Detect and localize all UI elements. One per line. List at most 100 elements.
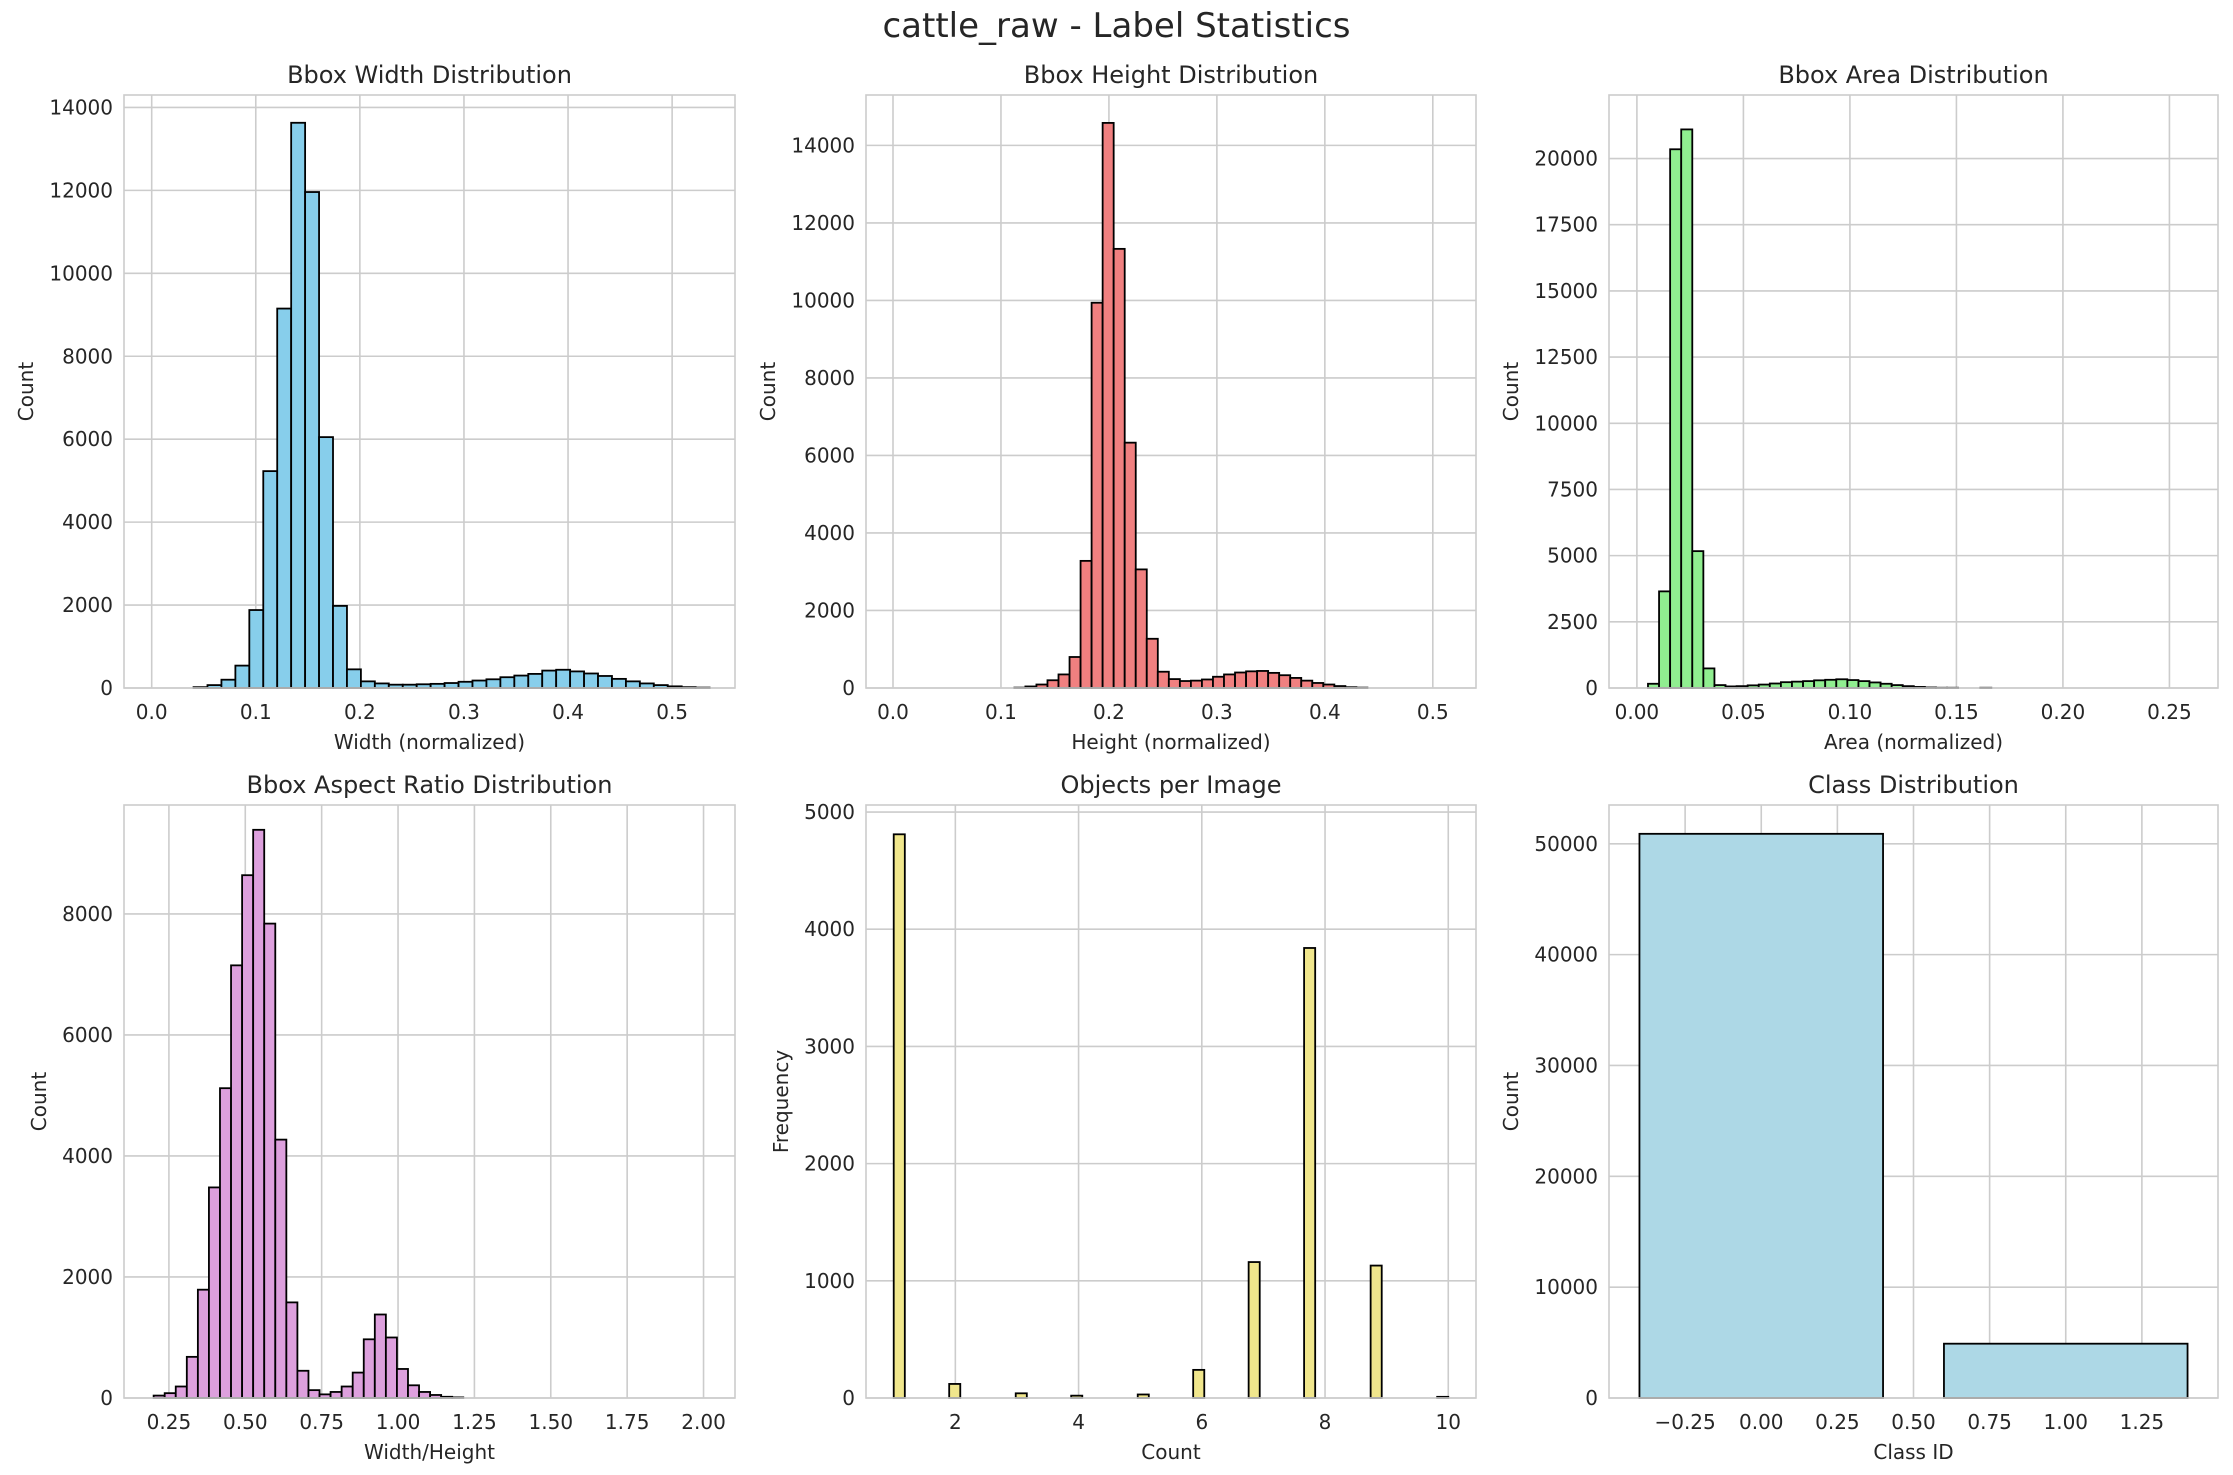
histogram-bar [1369, 1264, 1383, 1399]
axes-frame [123, 804, 736, 1399]
histogram-bar [892, 833, 906, 1399]
y-tick-label: 20000 [1534, 147, 1598, 171]
y-tick-label: 12500 [1534, 345, 1598, 369]
histogram-bar [1256, 670, 1270, 689]
histogram-bar [1658, 590, 1672, 689]
histogram-bar [332, 604, 348, 689]
x-tick-label: 0.5 [1417, 700, 1449, 724]
histogram-bar [1278, 674, 1292, 689]
x-tick-label: 0.3 [448, 700, 480, 724]
x-tick-label: 0.75 [299, 1410, 344, 1434]
class-bar [1943, 1342, 2189, 1399]
histogram-bar [1112, 247, 1126, 689]
axes-frame [123, 94, 736, 689]
y-axis-label: Count [27, 1072, 51, 1132]
y-tick-label: 7500 [1547, 477, 1598, 501]
y-tick-label: 12000 [49, 178, 113, 202]
histogram-bar [304, 191, 320, 689]
histogram-bar [362, 1338, 376, 1399]
y-tick-label: 15000 [1534, 279, 1598, 303]
y-tick-label: 50000 [1534, 832, 1598, 856]
histogram-bar [196, 1288, 210, 1399]
histogram-bar [1190, 679, 1203, 689]
x-tick-label: 0.1 [240, 700, 272, 724]
histogram-bar [252, 828, 266, 1399]
histogram-bar [234, 664, 251, 689]
y-axis-label: Frequency [769, 1050, 793, 1153]
y-axis-label: Count [14, 362, 38, 422]
histogram-bar [329, 1391, 343, 1399]
histogram-bar [583, 672, 599, 689]
x-tick-label: 1.25 [452, 1410, 497, 1434]
histogram-bar [262, 470, 279, 689]
x-tick-label: 2 [949, 1410, 962, 1434]
x-axis-label: Width/Height [364, 1440, 495, 1464]
histogram-bar [1857, 680, 1871, 689]
x-tick-label: 1.75 [605, 1410, 650, 1434]
y-tick-label: 8000 [62, 344, 113, 368]
histogram-bar [346, 668, 362, 689]
x-tick-label: 0.2 [344, 700, 376, 724]
histogram-bar [373, 1313, 387, 1399]
histogram-bar [296, 1369, 310, 1399]
chart-title: Bbox Aspect Ratio Distribution [247, 771, 613, 799]
plot-area [124, 95, 735, 688]
y-tick-label: 5000 [1547, 544, 1598, 568]
histogram-bar [1123, 441, 1137, 689]
y-tick-label: 0 [842, 676, 855, 700]
histogram-bar [1813, 679, 1827, 689]
histogram-bar [1057, 673, 1071, 689]
histogram-bar [611, 677, 627, 689]
x-tick-label: 0.15 [1934, 700, 1979, 724]
histogram-bar [274, 1138, 288, 1399]
x-tick-label: 0.4 [1309, 700, 1341, 724]
x-tick-label: 0.1 [985, 700, 1017, 724]
histogram-bar [499, 676, 516, 689]
histogram-bar [1223, 673, 1236, 689]
chart-title: Bbox Height Distribution [1024, 61, 1318, 89]
plot-area [866, 95, 1476, 688]
histogram-bar [1145, 637, 1159, 689]
y-tick-label: 4000 [62, 510, 113, 534]
x-tick-label: 0.0 [136, 700, 168, 724]
plot-area [866, 805, 1476, 1398]
y-axis-label: Count [1499, 1072, 1523, 1132]
x-axis-label: Count [1141, 1440, 1201, 1464]
y-tick-label: 4000 [804, 917, 855, 941]
histogram-bar [1780, 681, 1793, 689]
x-tick-label: 1.00 [2043, 1410, 2088, 1434]
y-tick-label: 3000 [804, 1034, 855, 1058]
histogram-bar [208, 1186, 221, 1399]
x-tick-label: 0.2 [1093, 700, 1125, 724]
y-tick-label: 40000 [1534, 943, 1598, 967]
x-tick-label: 10 [1436, 1410, 1461, 1434]
chart-title: Bbox Width Distribution [287, 61, 572, 89]
y-tick-label: 2000 [804, 598, 855, 622]
y-tick-label: 0 [100, 1386, 113, 1410]
histogram-bar [1791, 680, 1804, 689]
histogram-bar [384, 1336, 398, 1399]
x-tick-label: 0.50 [223, 1410, 268, 1434]
x-tick-label: 1.25 [2120, 1410, 2165, 1434]
y-axis-label: Count [1499, 362, 1523, 422]
y-tick-label: 6000 [62, 1023, 113, 1047]
y-axis-label: Count [756, 362, 780, 422]
histogram-bar [318, 436, 334, 689]
y-tick-label: 14000 [791, 133, 855, 157]
histogram-bar [513, 674, 530, 689]
histogram-bar [1046, 679, 1060, 689]
x-tick-label: 1.50 [529, 1410, 574, 1434]
y-tick-label: 10000 [49, 261, 113, 285]
histogram-bar [1212, 675, 1225, 689]
histogram-bar [1201, 678, 1214, 689]
histogram-bar [1802, 680, 1816, 689]
histogram-bar [1300, 679, 1314, 689]
histogram-bar [1101, 122, 1115, 689]
y-tick-label: 0 [1585, 676, 1598, 700]
y-tick-label: 14000 [49, 95, 113, 119]
y-tick-label: 1000 [804, 1269, 855, 1293]
histogram-bar [407, 1384, 420, 1399]
x-tick-label: 0.4 [552, 700, 584, 724]
x-tick-label: 0.5 [656, 700, 688, 724]
